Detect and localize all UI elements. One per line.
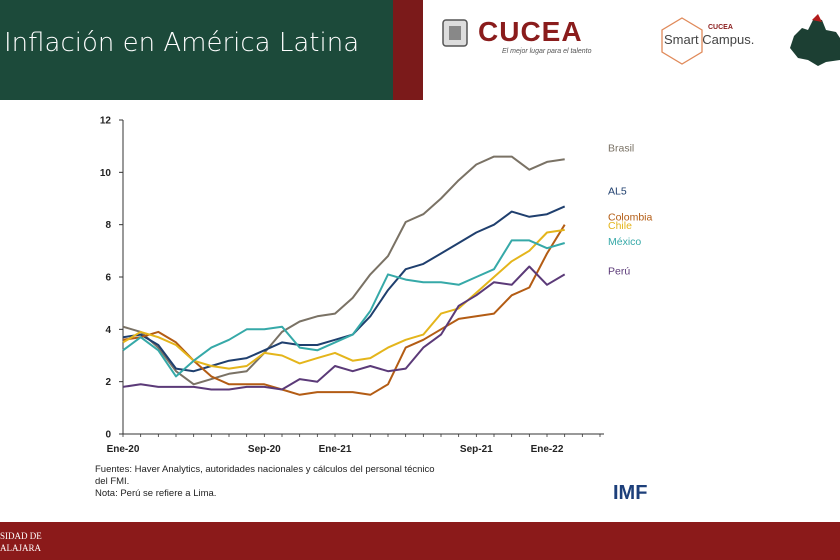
cucea-slogan: El mejor lugar para el talento	[502, 48, 592, 55]
cucea-wordmark: CUCEA	[478, 16, 583, 47]
header-bar: Inflación en América Latina CUCEA El mej…	[0, 0, 840, 100]
x-tick-label: Sep-20	[248, 444, 281, 455]
series-line-colombia	[122, 224, 566, 396]
y-tick-label: 2	[105, 377, 111, 388]
series-label-chile: Chile	[608, 220, 632, 232]
inflation-line-chart: 0 2 4 6 8 10 12 Ene-20 Sep-20 Ene-21 Sep-21 Ene-22 B…	[100, 116, 653, 456]
footer-bar	[0, 522, 840, 560]
x-tick-label: Ene-20	[107, 444, 140, 455]
cucea-logo: CUCEA El mejor lugar para el talento	[440, 14, 605, 60]
series-line-al5	[122, 205, 566, 373]
x-tick-label: Sep-21	[460, 444, 493, 455]
series-label-perú: Perú	[608, 265, 630, 277]
y-tick-label: 10	[100, 168, 112, 179]
footer-line2: ALAJARA	[0, 543, 42, 553]
note-sources: Fuentes: Haver Analytics, autoridades na…	[95, 464, 435, 475]
series-label-al5: AL5	[608, 185, 627, 197]
udg-seal-icon	[442, 19, 468, 47]
note-sources-cont: del FMI.	[95, 476, 130, 487]
title-accent	[393, 0, 423, 100]
page-title: Inflación en América Latina	[4, 28, 360, 58]
title-box: Inflación en América Latina	[0, 0, 393, 100]
jalisco-map-icon	[790, 14, 840, 66]
series-label-colombia: Colombia	[608, 212, 653, 224]
imf-logo: IMF	[613, 482, 648, 504]
series-label-méxico: México	[608, 236, 641, 248]
smart-campus-cucea: CUCEA	[708, 24, 733, 31]
y-tick-label: 6	[105, 273, 111, 284]
hexagon-icon	[661, 17, 703, 65]
series-label-brasil: Brasil	[608, 142, 634, 154]
y-tick-label: 12	[100, 116, 112, 127]
note-peru: Nota: Perú se refiere a Lima.	[95, 488, 217, 499]
x-tick-label: Ene-21	[319, 444, 352, 455]
series-line-brasil	[122, 155, 565, 386]
smart-campus-logo: CUCEA Smart Campus.	[658, 16, 758, 66]
x-tick-label: Ene-22	[531, 444, 564, 455]
series-line-méxico	[122, 239, 565, 378]
series-line-perú	[122, 265, 566, 391]
chart-notes: Fuentes: Haver Analytics, autoridades na…	[95, 464, 435, 500]
y-tick-label: 4	[105, 325, 111, 336]
y-tick-label: 8	[105, 220, 111, 231]
series-line-chile	[122, 228, 565, 370]
footer-line1: SIDAD DE	[0, 531, 42, 541]
chart-area: 0 2 4 6 8 10 12 Ene-20 Sep-20 Ene-21 Sep-21 Ene-22 B…	[85, 102, 670, 520]
smart-campus-label: Smart Campus.	[664, 32, 755, 47]
footer-text: SIDAD DE ALAJARA	[0, 530, 42, 554]
y-tick-label: 0	[105, 430, 111, 441]
